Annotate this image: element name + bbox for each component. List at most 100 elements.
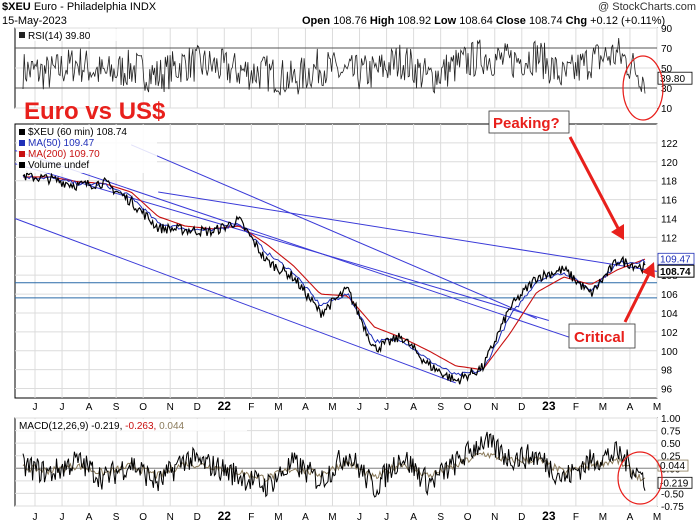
chart-title-line: $XEU Euro - Philadelphia INDX — [2, 1, 156, 13]
macd-panel: -0.75-0.50-0.250.000.250.500.751.00MACD(… — [15, 414, 693, 513]
price-y-tick-label: 106 — [661, 290, 678, 301]
macd-line — [22, 431, 646, 498]
legend-swatch — [19, 140, 25, 146]
macd-legend-part: 0.044 — [159, 421, 184, 432]
rsi-line — [22, 37, 646, 96]
x-tick-label: J — [357, 402, 362, 413]
price-legend-item: MA(200) 109.70 — [28, 149, 100, 160]
price-y-tick-label: 118 — [661, 177, 677, 188]
trend-channel-line — [14, 218, 456, 384]
open-label: Open — [302, 15, 331, 27]
x-axis-upper: J J A S O N D 22 F M A M J J A S O N D 23 F M A M — [33, 399, 662, 413]
macd-value-tag — [657, 476, 693, 489]
x-tick-label: J — [60, 512, 65, 523]
x-tick-label: J — [384, 402, 389, 413]
price-y-tick-label: 104 — [661, 309, 678, 320]
macd-signal-line — [22, 451, 646, 482]
low-value: 108.64 — [459, 15, 493, 27]
macd-y-tick-label: -0.50 — [661, 489, 684, 500]
x-tick-label: D — [194, 512, 201, 523]
credit: @ StockCharts.com — [598, 1, 696, 13]
x-tick-label: N — [491, 402, 498, 413]
legend-swatch — [19, 162, 25, 168]
x-tick-label: 22 — [218, 399, 232, 413]
price-y-tick-label: 102 — [661, 328, 678, 339]
chart-date: 15-May-2023 — [2, 15, 67, 27]
x-tick-label: F — [248, 402, 254, 413]
peaking-box — [488, 110, 570, 134]
rsi-panel: 10 30 50 70 90 RSI(14) 39.80 39.80 — [15, 24, 693, 121]
price-legend-item: Volume undef — [28, 160, 89, 171]
close-label: Close — [495, 15, 526, 27]
peaking-arrow — [568, 136, 622, 233]
x-tick-label: M — [328, 512, 336, 523]
chg-label: Chg — [565, 15, 588, 27]
x-tick-label: J — [33, 402, 38, 413]
x-tick-label: O — [139, 512, 147, 523]
macd-histogram-label: 0.044 — [660, 461, 685, 472]
last-price-label: 108.74 — [660, 267, 691, 278]
critical-box — [568, 323, 636, 349]
x-tick-label: D — [518, 512, 525, 523]
rsi-y-tick-label: 30 — [661, 84, 673, 95]
x-tick-label: A — [86, 512, 93, 523]
rsi-y-tick-label: 70 — [661, 44, 673, 55]
chg-value: +0.12 (+0.11%) — [590, 15, 666, 27]
rsi-value-label: 39.80 — [660, 74, 685, 85]
macd-y-tick-label: 0.25 — [661, 452, 681, 463]
price-y-tick-label: 122 — [661, 139, 678, 150]
x-tick-label: F — [248, 512, 254, 523]
macd-value-label: -0.219 — [660, 478, 689, 489]
x-tick-label: M — [274, 512, 282, 523]
price-y-tick-label: 98 — [661, 366, 673, 377]
x-tick-label: N — [167, 512, 174, 523]
price-tag — [657, 264, 695, 278]
rsi-y-tick-label: 90 — [661, 24, 673, 35]
x-tick-label: A — [302, 402, 309, 413]
x-tick-label: F — [573, 402, 579, 413]
rsi-y-tick-label: 50 — [661, 64, 673, 75]
rsi-legend: RSI(14) 39.80 — [28, 31, 91, 42]
high-value: 108.92 — [397, 15, 432, 27]
x-tick-label: J — [384, 512, 389, 523]
annotation-peaking: Peaking? — [493, 115, 560, 132]
price-legend-item: MA(50) 109.47 — [28, 138, 95, 149]
x-tick-label: 23 — [542, 399, 556, 413]
price-y-tick-label: 96 — [661, 385, 673, 396]
ma50-price-tag — [657, 252, 695, 265]
x-tick-label: A — [627, 402, 634, 413]
x-tick-label: O — [464, 512, 472, 523]
x-tick-label: A — [627, 512, 634, 523]
macd-legend-part: -0.219, — [91, 421, 125, 432]
trend-channel-line — [158, 191, 658, 272]
open-value: 108.76 — [333, 15, 367, 27]
critical-arrow — [623, 271, 652, 323]
macd-legend-part: MACD(12,26,9) — [19, 421, 91, 432]
x-tick-label: S — [113, 402, 120, 413]
price-panel: 9698100102104106108110112114116118120122… — [14, 98, 695, 396]
price-y-tick-label: 100 — [661, 347, 678, 358]
x-tick-label: O — [464, 402, 472, 413]
x-tick-label: F — [573, 512, 579, 523]
x-tick-label: N — [167, 402, 174, 413]
x-tick-label: M — [599, 402, 607, 413]
macd-histogram-tag — [657, 459, 689, 472]
rsi-value-tag — [657, 71, 693, 85]
price-legend-bg — [17, 125, 157, 173]
x-tick-label: A — [410, 512, 417, 523]
x-tick-label: A — [410, 402, 417, 413]
x-tick-label: M — [653, 402, 661, 413]
x-tick-label: M — [328, 402, 336, 413]
rsi-legend-bg — [17, 29, 127, 41]
rsi-circle-annotation — [622, 55, 664, 121]
price-line — [22, 170, 646, 385]
ohlc-readout: Open 108.76 High 108.92 Low 108.64 Close… — [302, 15, 665, 27]
legend-swatch — [19, 151, 25, 157]
macd-y-tick-label: -0.75 — [661, 502, 684, 513]
macd-y-tick-label: 0.50 — [661, 439, 681, 450]
x-tick-label: 23 — [542, 509, 556, 523]
trend-channel-line — [14, 163, 549, 322]
x-tick-label: M — [274, 402, 282, 413]
